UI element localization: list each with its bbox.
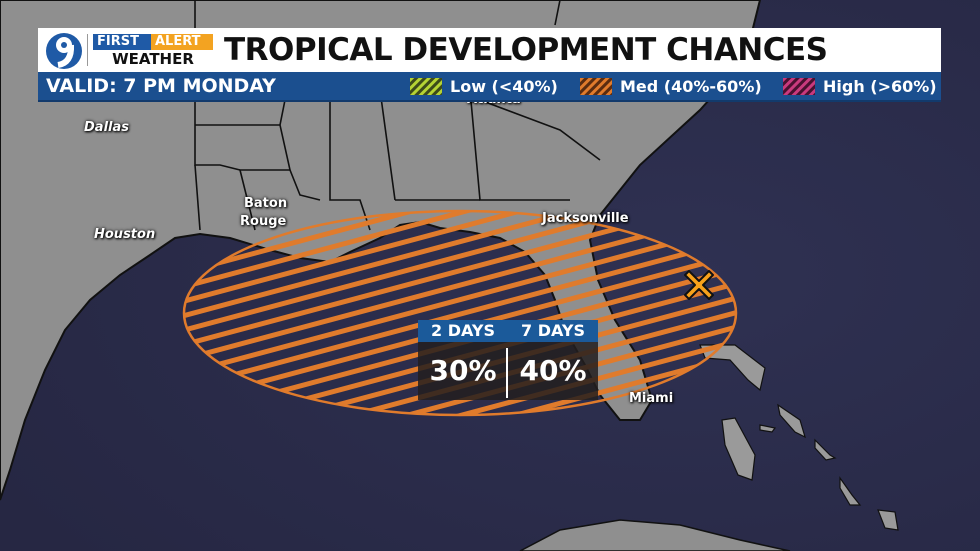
city-label-baton: Baton [244,196,288,211]
valid-time: VALID: 7 PM MONDAY [46,75,276,97]
probability-box: 2 DAYS 7 DAYS 30% 40% [418,320,598,400]
city-label-dallas: Dallas [84,120,129,135]
city-label-miami: Miami [629,391,674,406]
logo-divider [87,34,88,66]
title-banner: FIRST ALERT WEATHER TROPICAL DEVELOPMENT… [38,28,941,72]
legend-label-high: High (>60%) [823,76,937,96]
legend-label-med: Med (40%-60%) [620,76,762,96]
legend-bar: VALID: 7 PM MONDAY Low (<40%) Med (40%-6… [38,72,941,102]
brand-logo: FIRST ALERT WEATHER [93,34,213,68]
land-cuba [519,519,791,551]
probability-divider [506,348,508,398]
high-hatch-icon [783,77,815,95]
legend-item-high: High (>60%) [783,75,937,97]
city-label-houston: Houston [94,227,156,242]
legend-item-low: Low (<40%) [410,75,558,97]
legend-label-low: Low (<40%) [450,76,558,96]
two-day-value: 30% [429,354,497,387]
seven-day-label: 7 DAYS [521,321,585,340]
station-logo-icon [46,33,82,69]
development-area [182,209,738,417]
two-day-label: 2 DAYS [431,321,495,340]
x-icon [684,270,714,300]
brand-alert: ALERT [151,34,213,50]
city-label-jacksonville: Jacksonville [542,211,629,226]
brand-weather: WEATHER [112,50,194,68]
seven-day-value: 40% [519,354,587,387]
city-label-rouge: Rouge [240,214,287,229]
med-hatch-icon [580,77,612,95]
brand-first: FIRST [93,34,151,50]
page-title: TROPICAL DEVELOPMENT CHANCES [224,32,828,68]
legend-item-med: Med (40%-60%) [580,75,762,97]
low-hatch-icon [410,77,442,95]
